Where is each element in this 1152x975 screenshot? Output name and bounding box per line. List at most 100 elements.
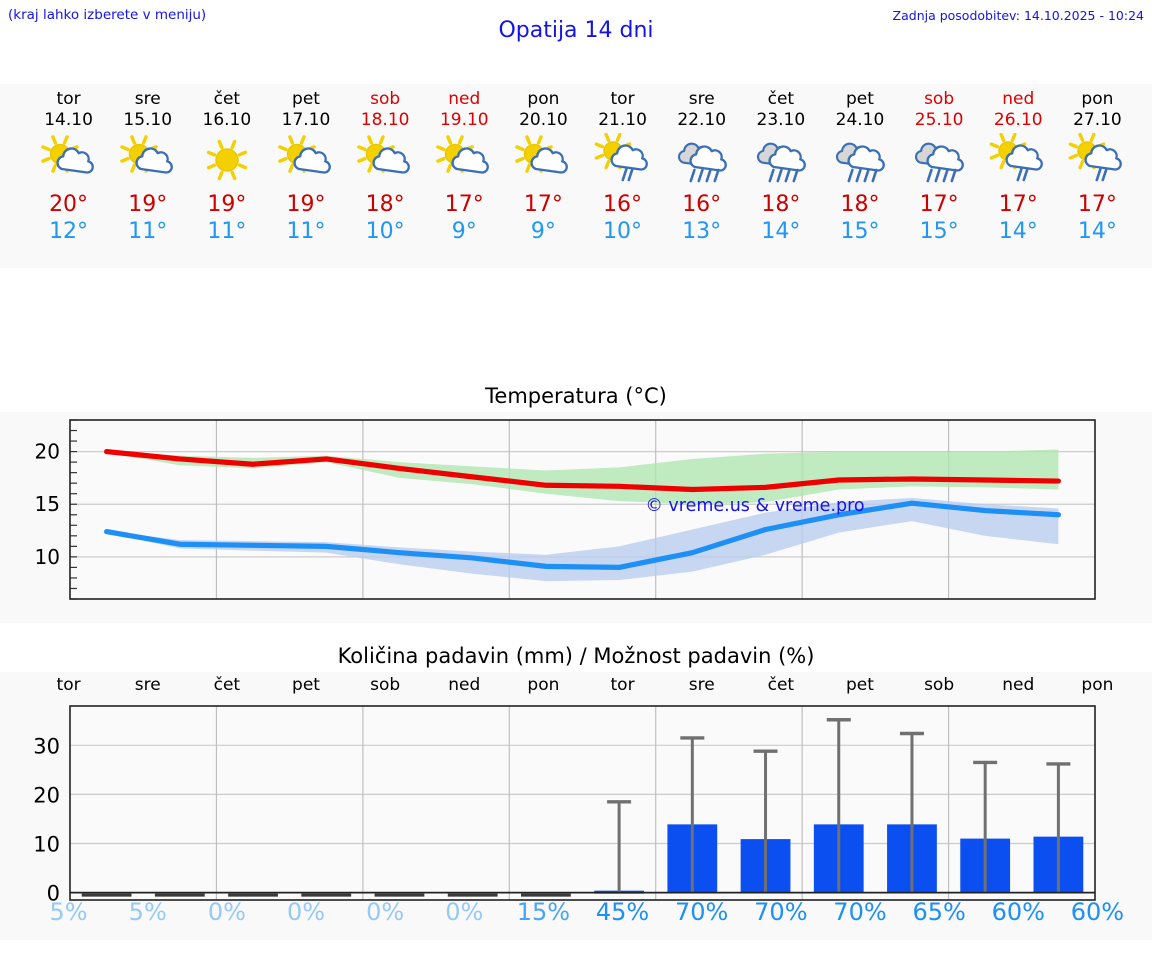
location-menu-note[interactable]: (kraj lahko izberete v meniju) [8, 7, 207, 23]
day-min-temperature: 10° [603, 219, 643, 244]
precipitation-chart-title: Količina padavin (mm) / Možnost padavin … [0, 640, 1152, 672]
day-min-temperature: 15° [919, 219, 959, 244]
precipitation-chance-label: 5% [49, 898, 88, 926]
day-name: pet [846, 89, 874, 109]
cloud-rain-icon [828, 133, 892, 189]
day-name: tor [610, 89, 635, 109]
precipitation-day-label: čet [767, 675, 795, 695]
precipitation-day-label: sob [924, 675, 955, 695]
day-name: sob [924, 89, 955, 109]
day-min-temperature: 11° [207, 219, 247, 244]
day-date: 25.10 [914, 110, 964, 130]
cloud-rain-icon [749, 133, 813, 189]
sun-cloud-icon [37, 133, 101, 189]
day-date: 17.10 [281, 110, 331, 130]
precipitation-day-label: pet [292, 675, 320, 695]
precipitation-y-axis-label: 10 [33, 833, 60, 857]
day-min-temperature: 13° [682, 219, 722, 244]
precipitation-day-label: čet [213, 675, 241, 695]
day-column[interactable]: pon 27.10 17° 14° [1058, 84, 1137, 268]
day-column[interactable]: sre 22.10 16° 13° [662, 84, 741, 268]
sun-cloud-icon [116, 133, 180, 189]
day-column[interactable]: ned 26.10 17° 14° [979, 84, 1058, 268]
precipitation-day-label: ned [448, 675, 481, 695]
sun-cloud-icon [353, 133, 417, 189]
day-min-temperature: 9° [530, 219, 556, 244]
day-column[interactable]: tor 21.10 16° 10° [583, 84, 662, 268]
day-max-temperature: 17° [444, 192, 484, 217]
day-date: 19.10 [439, 110, 489, 130]
day-max-temperature: 18° [840, 192, 880, 217]
day-min-temperature: 14° [998, 219, 1038, 244]
day-column[interactable]: sre 15.10 19° 11° [108, 84, 187, 268]
day-name: čet [213, 89, 241, 109]
page-header: (kraj lahko izberete v meniju) Opatija 1… [0, 0, 1152, 84]
day-max-temperature: 18° [365, 192, 405, 217]
day-column[interactable]: čet 16.10 19° 11° [187, 84, 266, 268]
day-date: 22.10 [677, 110, 727, 130]
precipitation-chart-panel: Količina padavin (mm) / Možnost padavin … [0, 640, 1152, 940]
sun-cloud-rain-icon [986, 133, 1050, 189]
day-max-temperature: 17° [919, 192, 959, 217]
cloud-rain-icon [670, 133, 734, 189]
precipitation-bar [154, 893, 205, 897]
section-gap [0, 268, 1152, 380]
precipitation-chance-label: 15% [516, 898, 571, 926]
precipitation-day-label: tor [56, 675, 81, 695]
precipitation-day-label: pet [846, 675, 874, 695]
precipitation-day-label: sre [688, 675, 715, 695]
day-min-temperature: 14° [1077, 219, 1117, 244]
temperature-y-axis-label: 10 [35, 545, 60, 569]
day-column[interactable]: pet 24.10 18° 15° [820, 84, 899, 268]
day-name: pon [527, 89, 560, 109]
sun-cloud-icon [432, 133, 496, 189]
precipitation-bar [521, 893, 571, 897]
temperature-y-axis-label: 15 [35, 492, 60, 516]
precipitation-day-label: sre [134, 675, 161, 695]
precipitation-chance-label: 45% [595, 898, 650, 926]
day-max-temperature: 20° [49, 192, 89, 217]
precipitation-bar [228, 893, 278, 897]
day-max-temperature: 17° [998, 192, 1038, 217]
day-name: pet [292, 89, 320, 109]
sun-cloud-icon [511, 133, 575, 189]
precipitation-chance-label: 0% [286, 898, 326, 926]
day-column[interactable]: tor 14.10 20° 12° [29, 84, 108, 268]
sun-icon [195, 133, 259, 189]
precipitation-chance-label: 70% [754, 898, 808, 926]
day-date: 24.10 [835, 110, 885, 130]
day-column[interactable]: pon 20.10 17° 9° [504, 84, 583, 268]
precipitation-chart-svg: 0 10 20 30 [33, 705, 1096, 906]
day-name: tor [56, 89, 81, 109]
temperature-chart-panel: Temperatura (°C) 10 15 20 © vreme.us & vrem… [0, 380, 1152, 623]
precipitation-chance-label: 0% [445, 898, 484, 926]
day-date: 18.10 [360, 110, 410, 130]
precipitation-bar [374, 893, 425, 897]
temperature-y-axis-label: 20 [35, 440, 60, 464]
precipitation-bar [81, 893, 132, 897]
day-column[interactable]: čet 23.10 18° 14° [741, 84, 820, 268]
day-max-temperature: 18° [761, 192, 801, 217]
day-name: pon [1081, 89, 1114, 109]
day-max-temperature: 17° [1077, 192, 1117, 217]
day-column[interactable]: sob 25.10 17° 15° [900, 84, 979, 268]
footer-strip [0, 940, 1152, 975]
daily-forecast-row: tor 14.10 20° 12° sre 15.10 19° 11° čet 16.10 19° 1… [29, 84, 1137, 268]
precipitation-chance-label: 70% [833, 898, 887, 926]
precipitation-day-label: sob [370, 675, 401, 695]
day-column[interactable]: pet 17.10 19° 11° [266, 84, 345, 268]
day-date: 14.10 [44, 110, 93, 130]
day-min-temperature: 11° [128, 219, 168, 244]
day-name: sre [688, 89, 715, 109]
day-date: 27.10 [1073, 110, 1122, 130]
day-min-temperature: 11° [286, 219, 326, 244]
day-column[interactable]: ned 19.10 17° 9° [425, 84, 504, 268]
precipitation-y-axis-label: 0 [47, 882, 60, 906]
precipitation-bar [301, 893, 352, 897]
day-date: 15.10 [123, 110, 173, 130]
temperature-series-line [104, 500, 1061, 571]
precipitation-day-labels: tor sre čet pet sob ned pon tor sre čet pet sob ned p… [29, 672, 1137, 700]
precipitation-day-label: tor [610, 675, 635, 695]
precipitation-chance-label: 5% [128, 898, 167, 926]
day-column[interactable]: sob 18.10 18° 10° [346, 84, 425, 268]
